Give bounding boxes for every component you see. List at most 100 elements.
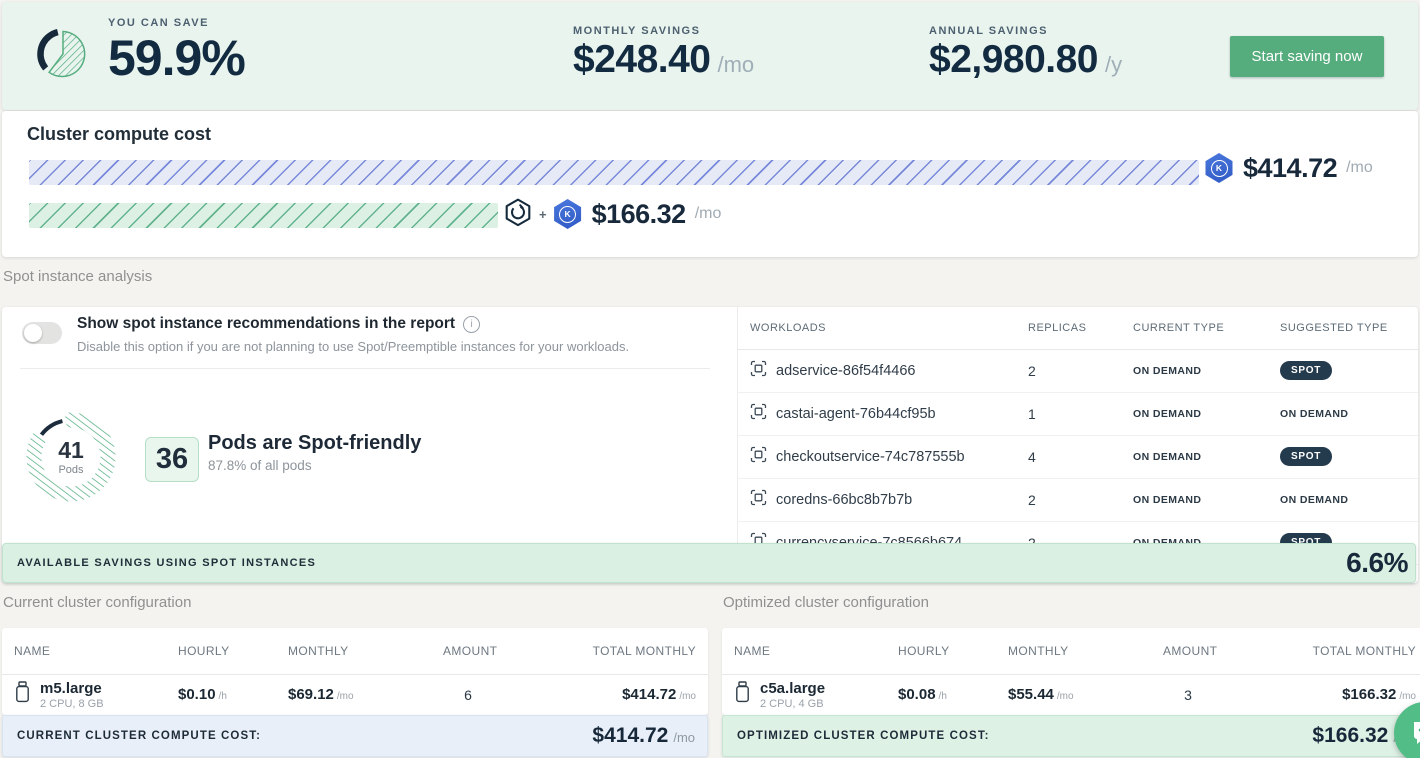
hourly-value: $0.08 (898, 686, 936, 703)
total-value: $414.72 (622, 686, 677, 703)
replicas-value: 2 (1028, 491, 1036, 508)
monthly-savings-unit: /mo (717, 52, 755, 77)
monthly-unit: /mo (1056, 691, 1074, 702)
optimized-cost-value: $166.32 (591, 198, 687, 229)
monthly-savings-label: MONTHLY SAVINGS (573, 25, 701, 37)
current-table-header: NAME HOURLY MONTHLY AMOUNT TOTAL MONTHLY (2, 628, 708, 675)
instance-row: c5a.large 2 CPU, 4 GB $0.08/h $55.44/mo … (722, 674, 1420, 715)
monthly-unit: /mo (336, 691, 354, 702)
spot-badge: SPOT (1280, 361, 1333, 380)
col-total-monthly: TOTAL MONTHLY (1312, 644, 1416, 658)
col-total-monthly: TOTAL MONTHLY (592, 644, 696, 658)
instance-specs: 2 CPU, 8 GB (40, 697, 104, 710)
col-amount: AMOUNT (443, 644, 498, 658)
col-name: NAME (734, 644, 771, 658)
annual-savings-unit: /y (1105, 52, 1123, 77)
current-cost-bar (29, 160, 1199, 185)
current-footer-unit: /mo (673, 730, 695, 745)
table-row: coredns-66bc8b7b7b 2 ON DEMAND ON DEMAND (737, 478, 1418, 522)
col-amount: AMOUNT (1163, 644, 1218, 658)
strip-value: 6.6% (1346, 547, 1408, 578)
optimized-cluster-table: NAME HOURLY MONTHLY AMOUNT TOTAL MONTHLY… (722, 628, 1420, 715)
monthly-value: $55.44 (1008, 686, 1054, 703)
horizontal-divider (20, 368, 710, 369)
chat-bubble-icon (1414, 722, 1420, 744)
current-footer-value: $414.72 (592, 724, 669, 747)
amount-value: 3 (1184, 686, 1192, 703)
total-pods-value: 41 (58, 436, 84, 463)
replicas-value: 2 (1028, 521, 1036, 564)
kubernetes-icon (1204, 153, 1234, 183)
savings-pie-icon (36, 27, 90, 81)
hourly-value: $0.10 (178, 686, 216, 703)
savings-banner: YOU CAN SAVE 59.9% MONTHLY SAVINGS $248.… (2, 2, 1418, 110)
col-monthly: MONTHLY (1008, 644, 1069, 658)
monthly-savings-metric: MONTHLY SAVINGS $248.40 /mo (573, 25, 754, 81)
suggested-type-value: ON DEMAND (1280, 493, 1349, 506)
instance-icon (734, 681, 751, 708)
donut-center: 41 Pods (25, 411, 117, 503)
col-workloads: WORKLOADS (750, 322, 827, 334)
pod-icon (750, 360, 767, 381)
info-icon[interactable] (463, 315, 481, 333)
table-row: adservice-86f54f4466 2 ON DEMAND SPOT (737, 349, 1418, 393)
pod-icon (750, 403, 767, 424)
current-cost-value: $414.72 (1243, 152, 1338, 183)
spot-analysis-section-title: Spot instance analysis (3, 268, 153, 285)
workload-name: adservice-86f54f4466 (776, 362, 916, 379)
save-metric: YOU CAN SAVE 59.9% (108, 17, 246, 86)
optimized-cost-bar (29, 203, 498, 228)
instance-row: m5.large 2 CPU, 8 GB $0.10/h $69.12/mo 6… (2, 674, 708, 715)
spot-friendly-subtitle: 87.8% of all pods (208, 458, 312, 473)
col-hourly: HOURLY (178, 644, 230, 658)
optimized-cost-footer: OPTIMIZED CLUSTER COMPUTE COST: $166.32/… (722, 715, 1420, 757)
current-type-value: ON DEMAND (1133, 493, 1202, 506)
kubernetes-icon (553, 199, 583, 229)
instance-icon (14, 681, 31, 708)
workloads-table-header: WORKLOADS REPLICAS CURRENT TYPE SUGGESTE… (737, 307, 1418, 350)
toggle-title-row: Show spot instance recommendations in th… (77, 315, 481, 333)
toggle-knob[interactable] (24, 324, 42, 342)
total-unit: /mo (1399, 691, 1416, 702)
current-type-value: ON DEMAND (1133, 364, 1202, 377)
current-type-value: ON DEMAND (1133, 450, 1202, 463)
annual-savings-value: $2,980.80 (929, 38, 1099, 81)
save-value: 59.9% (108, 30, 246, 86)
col-monthly: MONTHLY (288, 644, 349, 658)
instance-name: m5.large (40, 679, 102, 697)
current-cost-unit: /mo (1346, 159, 1373, 176)
spot-badge: SPOT (1280, 447, 1333, 466)
vertical-divider (737, 307, 738, 583)
start-saving-button[interactable]: Start saving now (1230, 36, 1384, 77)
optimized-footer-value: $166.32 (1312, 724, 1389, 747)
spot-savings-strip: AVAILABLE SAVINGS USING SPOT INSTANCES 6… (2, 543, 1416, 583)
total-value: $166.32 (1342, 686, 1397, 703)
workload-name: checkoutservice-74c787555b (776, 448, 965, 465)
spot-recommendations-toggle[interactable] (22, 322, 62, 344)
spot-analysis-card: Show spot instance recommendations in th… (2, 307, 1418, 583)
workload-name: coredns-66bc8b7b7b (776, 491, 913, 508)
plus-sign: + (539, 206, 547, 222)
hourly-unit: /h (938, 691, 947, 702)
compute-cost-card: Cluster compute cost $414.72 /mo + $16 (2, 111, 1418, 257)
optimized-table-header: NAME HOURLY MONTHLY AMOUNT TOTAL MONTHLY (722, 628, 1420, 675)
current-cost-footer: CURRENT CLUSTER COMPUTE COST: $414.72/mo (2, 715, 708, 757)
monthly-value: $69.12 (288, 686, 334, 703)
chat-fab-button[interactable] (1394, 702, 1420, 758)
table-row: checkoutservice-74c787555b 4 ON DEMAND S… (737, 435, 1418, 479)
pod-icon (750, 489, 767, 510)
toggle-description: Disable this option if you are not plann… (77, 339, 630, 354)
table-row: castai-agent-76b44cf95b 1 ON DEMAND ON D… (737, 392, 1418, 436)
compute-cost-title: Cluster compute cost (27, 124, 212, 144)
hourly-unit: /h (218, 691, 227, 702)
annual-savings-metric: ANNUAL SAVINGS $2,980.80 /y (929, 25, 1122, 81)
cast-ai-icon (503, 197, 533, 232)
monthly-savings-value: $248.40 (573, 38, 711, 81)
col-name: NAME (14, 644, 51, 658)
spot-friendly-title: Pods are Spot-friendly (208, 432, 422, 454)
col-current-type: CURRENT TYPE (1133, 322, 1225, 334)
col-replicas: REPLICAS (1028, 322, 1087, 334)
spot-friendly-count: 36 (145, 437, 199, 482)
suggested-type-value: ON DEMAND (1280, 407, 1349, 420)
